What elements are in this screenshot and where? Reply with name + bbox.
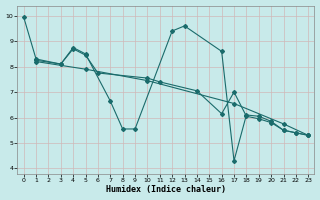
X-axis label: Humidex (Indice chaleur): Humidex (Indice chaleur) bbox=[106, 185, 226, 194]
